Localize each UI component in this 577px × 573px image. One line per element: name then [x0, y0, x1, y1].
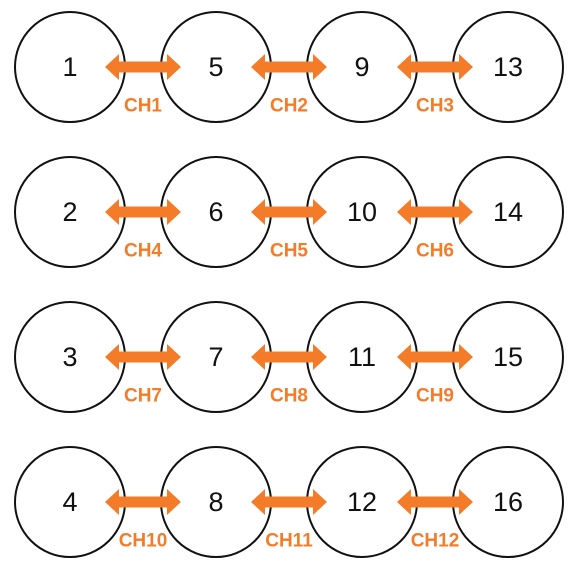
double-arrow-icon	[251, 344, 327, 370]
node: 12	[306, 446, 418, 558]
double-arrow-icon	[397, 344, 473, 370]
row-2: 2 6 10 14 CH4 CH5 CH6	[14, 156, 564, 268]
double-arrow-icon	[251, 54, 327, 80]
node-label: 6	[208, 197, 223, 227]
node: 3	[14, 301, 126, 413]
double-arrow-icon	[105, 344, 181, 370]
node-label: 13	[493, 52, 523, 82]
node: 13	[452, 11, 564, 123]
channel-label: CH10	[119, 531, 168, 552]
node-label: 2	[62, 197, 77, 227]
node: 11	[306, 301, 418, 413]
node-label: 15	[493, 342, 523, 372]
channel-label: CH4	[124, 241, 162, 262]
node-label: 12	[347, 487, 377, 517]
row-4: 4 8 12 16 CH10 CH11 CH12	[14, 446, 564, 558]
node-label: 16	[493, 487, 523, 517]
row-1: 1 5 9 13 CH1 CH2 CH3	[14, 11, 564, 123]
channel-label: CH11	[265, 531, 313, 552]
node-label: 11	[348, 342, 376, 372]
channel-label: CH9	[416, 386, 454, 407]
double-arrow-icon	[397, 489, 473, 515]
node-label: 8	[208, 487, 223, 517]
double-arrow-icon	[251, 489, 327, 515]
double-arrow-icon	[105, 54, 181, 80]
node-label: 7	[208, 342, 223, 372]
node-label: 5	[208, 52, 223, 82]
row-3: 3 7 11 15 CH7 CH8 CH9	[14, 301, 564, 413]
channel-label: CH7	[124, 386, 162, 407]
node: 16	[452, 446, 564, 558]
node-label: 14	[493, 197, 523, 227]
channel-label: CH5	[270, 241, 308, 262]
node: 14	[452, 156, 564, 268]
node: 15	[452, 301, 564, 413]
double-arrow-icon	[105, 199, 181, 225]
double-arrow-icon	[251, 199, 327, 225]
channel-label: CH3	[416, 96, 454, 117]
channel-label: CH12	[411, 531, 460, 552]
node: 2	[14, 156, 126, 268]
node-label: 1	[62, 52, 77, 82]
node-label: 4	[62, 487, 77, 517]
node: 10	[306, 156, 418, 268]
node-label: 10	[347, 197, 377, 227]
node-label: 3	[62, 342, 77, 372]
double-arrow-icon	[397, 54, 473, 80]
channel-label: CH1	[124, 96, 162, 117]
double-arrow-icon	[105, 489, 181, 515]
channel-label: CH6	[416, 241, 454, 262]
node-label: 9	[354, 52, 369, 82]
channel-label: CH2	[270, 96, 308, 117]
channel-label: CH8	[270, 386, 308, 407]
double-arrow-icon	[397, 199, 473, 225]
